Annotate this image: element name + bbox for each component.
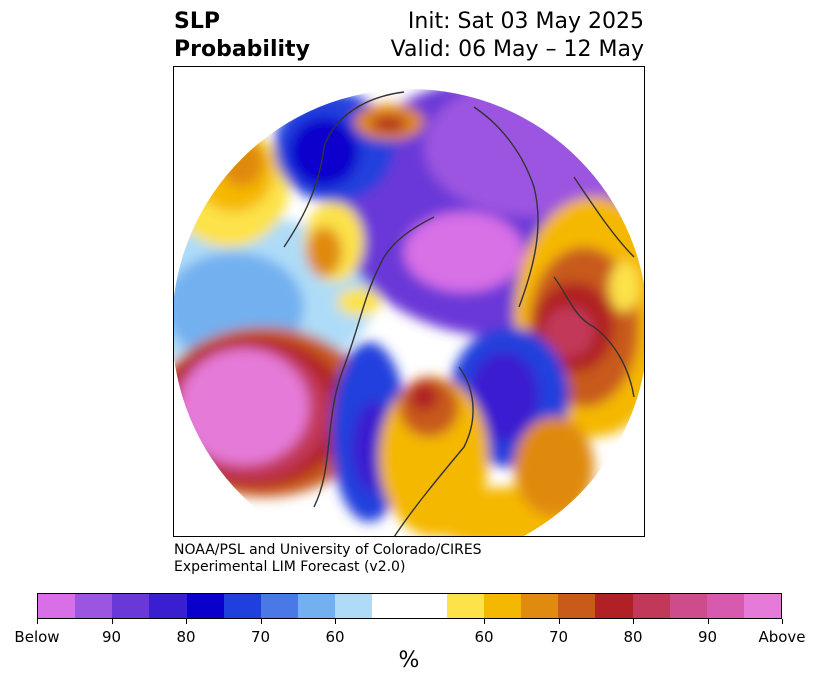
colorbar-segment	[149, 594, 187, 618]
colorbar-segment	[223, 594, 261, 618]
colorbar-tick-mark	[37, 619, 38, 624]
colorbar-tick-mark	[707, 619, 709, 624]
colorbar-segment	[112, 594, 150, 618]
colorbar-segment	[743, 594, 782, 618]
colorbar-segment	[558, 594, 596, 618]
colorbar-tick-label: 60	[474, 628, 494, 646]
forecast-dates: Init: Sat 03 May 2025 Valid: 06 May – 12…	[391, 8, 644, 64]
colorbar-segment	[669, 594, 707, 618]
colorbar-segment	[335, 594, 373, 618]
colorbar-segment	[706, 594, 744, 618]
colorbar-segment	[186, 594, 224, 618]
colorbar-segment	[521, 594, 559, 618]
colorbar-tick-label: 90	[697, 628, 718, 646]
colorbar-segment	[75, 594, 113, 618]
colorbar-segment	[632, 594, 670, 618]
title-line-1: SLP	[174, 9, 220, 34]
colorbar-segment	[260, 594, 299, 618]
colorbar-tick-mark	[633, 619, 634, 624]
init-date: Init: Sat 03 May 2025	[407, 9, 644, 34]
colorbar-segment	[38, 594, 76, 618]
colorbar-tick-mark	[335, 619, 336, 624]
colorbar-unit: %	[398, 648, 420, 673]
colorbar-tick-mark	[484, 619, 485, 624]
credit-line-1: NOAA/PSL and University of Colorado/CIRE…	[174, 542, 482, 558]
colorbar-tick-mark	[260, 619, 262, 624]
colorbar-segment	[298, 594, 336, 618]
north-pacific-high	[179, 349, 309, 465]
colorbar-segment	[372, 594, 410, 618]
siberia-low-core	[404, 212, 524, 292]
colorbar-segment	[409, 594, 447, 618]
coastlines	[283, 91, 635, 536]
colorbar-tick-label: 70	[250, 628, 271, 646]
credit-text: NOAA/PSL and University of Colorado/CIRE…	[174, 542, 482, 576]
colorbar-segment	[595, 594, 633, 618]
colorbar-segment	[446, 594, 484, 618]
colorbar-tick-label: 90	[101, 628, 122, 646]
forecast-map	[173, 66, 645, 537]
colorbar-tick-mark	[782, 619, 783, 624]
colorbar-tick-label: 80	[623, 628, 643, 646]
colorbar-tick-label: Above	[758, 628, 806, 646]
colorbar-tick-mark	[558, 619, 560, 624]
valid-range: Valid: 06 May – 12 May	[390, 37, 644, 62]
map-canvas	[174, 89, 644, 536]
colorbar	[37, 593, 782, 619]
title-line-2: Probability	[174, 37, 310, 62]
colorbar-tick-mark	[186, 619, 187, 624]
colorbar-tick-mark	[111, 619, 113, 624]
colorbar-tick-label: Below	[14, 628, 60, 646]
colorbar-tick-label: 80	[176, 628, 196, 646]
colorbar-tick-label: 70	[548, 628, 569, 646]
colorbar-segment	[483, 594, 522, 618]
map-title: SLP Probability	[174, 8, 310, 64]
colorbar-tick-label: 60	[325, 628, 345, 646]
credit-line-2: Experimental LIM Forecast (v2.0)	[174, 559, 406, 575]
